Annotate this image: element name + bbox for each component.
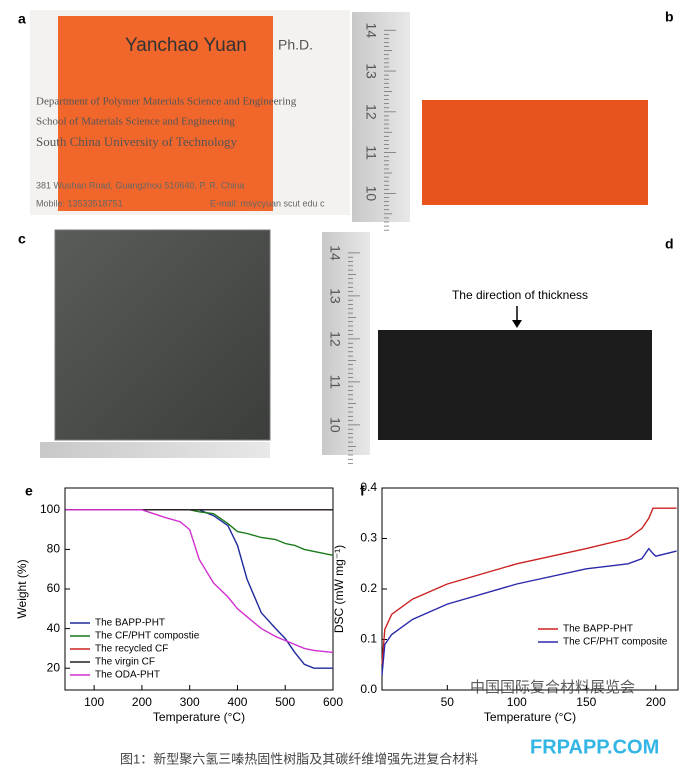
panel-label: b — [665, 9, 674, 25]
y-tick-label: 20 — [47, 660, 61, 674]
series-line — [381, 507, 677, 665]
plot-frame — [381, 487, 679, 691]
y-tick-label: 40 — [47, 621, 61, 635]
site-mark: FRPAPP.COM — [530, 736, 659, 758]
series-line — [381, 547, 677, 675]
y-axis-label: Weight (%) — [15, 559, 29, 618]
y-tick-label: 0.4 — [360, 480, 377, 494]
ruler-number: 14 — [327, 245, 343, 261]
y-tick-label: 80 — [47, 542, 61, 556]
ruler — [352, 12, 410, 222]
x-tick-label: 200 — [646, 695, 666, 709]
x-tick-label: 50 — [441, 695, 455, 709]
y-tick-label: 100 — [40, 502, 60, 516]
ruler-number: 14 — [363, 22, 379, 38]
series-line — [65, 509, 334, 556]
ruler-number: 13 — [327, 288, 343, 304]
y-tick-label: 0.1 — [360, 632, 377, 646]
x-tick-label: 100 — [84, 695, 104, 709]
panel-label: c — [18, 231, 26, 247]
caption: 图1：新型聚六氢三嗪热固性树脂及其碳纤维增强先进复合材料 — [120, 751, 478, 766]
card-text: School of Materials Science and Engineer… — [36, 116, 235, 128]
legend-label: The recycled CF — [95, 644, 168, 655]
x-tick-label: 200 — [132, 695, 152, 709]
x-tick-label: 150 — [576, 695, 596, 709]
legend-label: The CF/PHT composite — [563, 637, 668, 648]
ruler-number: 11 — [327, 375, 343, 390]
y-tick-label: 0.3 — [360, 531, 377, 545]
x-tick-label: 300 — [180, 695, 200, 709]
annotation: The direction of thickness — [452, 288, 588, 302]
ruler-number: 11 — [363, 145, 379, 160]
legend-label: The ODA-PHT — [95, 670, 160, 681]
ruler — [40, 442, 270, 458]
legend-label: The BAPP-PHT — [95, 618, 165, 629]
x-tick-label: 100 — [507, 695, 527, 709]
card-name: Yanchao Yuan — [125, 35, 247, 56]
series-line — [65, 509, 334, 654]
orange-film — [58, 16, 273, 211]
arrow-head — [512, 320, 522, 328]
panel-label: f — [360, 483, 365, 499]
orange-plate — [422, 100, 648, 205]
ruler-number: 10 — [327, 417, 343, 433]
card-text: E-mail: msycyuan scut edu c — [210, 198, 325, 208]
x-tick-label: 400 — [227, 695, 247, 709]
ruler — [322, 232, 370, 455]
panel-label: a — [18, 11, 26, 27]
panel-label: e — [25, 483, 33, 499]
legend-label: The virgin CF — [95, 657, 155, 668]
black-composite — [378, 330, 652, 440]
dark-composite — [54, 229, 271, 441]
x-axis-label: Temperature (°C) — [484, 710, 576, 724]
watermark: 中国国际复合材料展览会 — [470, 678, 635, 696]
card-text: South China University of Technology — [36, 134, 238, 149]
legend-label: The CF/PHT compostie — [95, 631, 200, 642]
panel-label: d — [665, 236, 674, 252]
card-text: Department of Polymer Materials Science … — [36, 96, 297, 108]
x-axis-label: Temperature (°C) — [153, 710, 245, 724]
legend-label: The BAPP-PHT — [563, 624, 633, 635]
ruler-number: 13 — [363, 63, 379, 79]
card-text: Mobile: 13533518751 — [36, 198, 123, 208]
x-tick-label: 600 — [323, 695, 343, 709]
card-text: 381 Wushan Road, Guangzhou 510640, P. R.… — [36, 180, 244, 190]
x-tick-label: 500 — [275, 695, 295, 709]
y-tick-label: 60 — [47, 581, 61, 595]
y-axis-label: DSC (mW mg⁻¹) — [332, 545, 346, 633]
ruler-number: 12 — [363, 104, 379, 120]
y-tick-label: 0.2 — [360, 581, 377, 595]
ruler-number: 12 — [327, 331, 343, 347]
y-tick-label: 0.0 — [360, 682, 377, 696]
card-degree: Ph.D. — [278, 37, 313, 53]
ruler-number: 10 — [363, 186, 379, 202]
